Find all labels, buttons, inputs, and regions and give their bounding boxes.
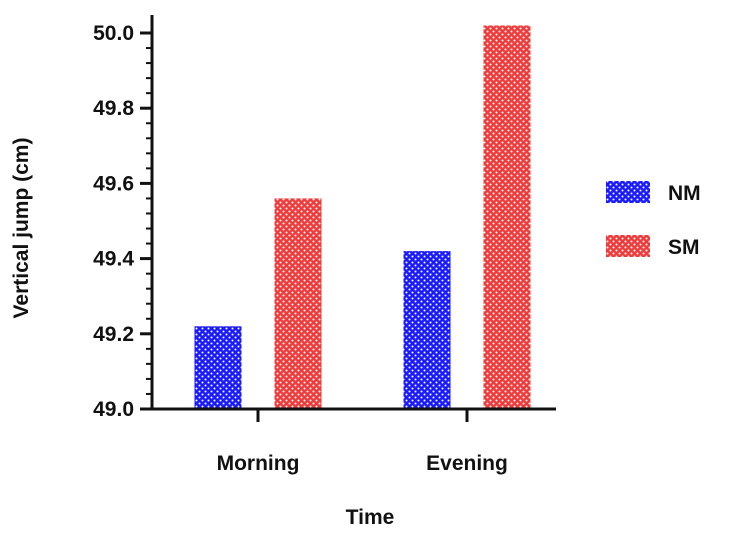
- legend-label-nm: NM: [668, 182, 701, 205]
- x-tick-label: Morning: [217, 452, 300, 475]
- y-tick-label: 50.0: [93, 22, 134, 45]
- bar-nm-evening: [403, 251, 451, 409]
- x-tick-label: Evening: [426, 452, 508, 475]
- legend-label-sm: SM: [668, 236, 700, 259]
- y-axis-title: Vertical jump (cm): [10, 138, 33, 319]
- bar-nm-morning: [194, 326, 242, 409]
- bar-sm-evening: [483, 25, 531, 409]
- y-tick-label: 49.2: [93, 323, 134, 346]
- y-tick-label: 49.8: [93, 97, 134, 120]
- y-tick-label: 49.4: [93, 248, 134, 271]
- x-axis-ticks: Morning Evening: [217, 409, 508, 475]
- legend-swatch-sm: [606, 235, 650, 257]
- legend-swatch-nm: [606, 181, 650, 203]
- y-axis-ticks: 49.0 49.2 49.4 49.6 49.8 50.0: [93, 22, 152, 421]
- y-tick-label: 49.6: [93, 172, 134, 195]
- bars-group: [194, 25, 531, 409]
- y-tick-label: 49.0: [93, 398, 134, 421]
- x-axis-title: Time: [346, 506, 395, 529]
- bar-sm-morning: [274, 198, 322, 409]
- legend: NM SM: [606, 181, 701, 259]
